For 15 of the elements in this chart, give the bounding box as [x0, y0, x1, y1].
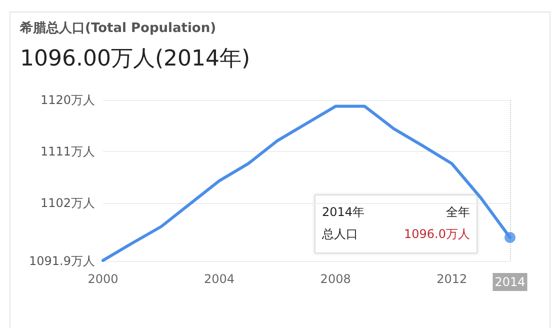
- y-tick-label: 1091.9万人: [29, 254, 95, 268]
- annotation: 2014年: [322, 205, 365, 219]
- annotation: 1096.0万人: [404, 227, 470, 241]
- y-tick-label: 1120万人: [40, 93, 95, 107]
- x-tick-label: 2012: [436, 272, 468, 286]
- annotation: 全年: [446, 205, 470, 219]
- x-tick-label: 2014: [494, 275, 526, 289]
- y-tick-label: 1111万人: [40, 144, 95, 159]
- annotation: 总人口: [321, 227, 358, 241]
- chart-subtitle: 1096.00万人(2014年): [20, 46, 250, 72]
- x-tick-label: 2004: [204, 272, 235, 286]
- chart-title: 希腊总人口(Total Population): [19, 20, 216, 36]
- x-tick-label: 2008: [320, 272, 351, 286]
- x-tick-label: 2000: [88, 272, 118, 286]
- y-tick-label: 1102万人: [40, 196, 95, 210]
